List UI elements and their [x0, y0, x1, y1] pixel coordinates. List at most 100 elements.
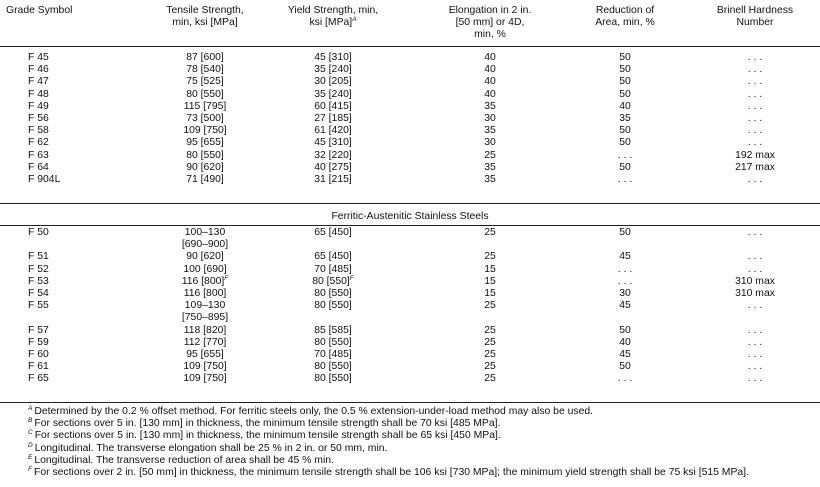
- cell-reduction: 50: [570, 125, 680, 137]
- footnote-mark: F: [224, 274, 229, 282]
- cell-grade-text: F 49: [28, 100, 49, 112]
- cell-elongation-text: 30: [484, 113, 496, 124]
- table-row: F 58 109 [750] 61 [420] 35 50 . . .: [0, 125, 820, 137]
- cell-reduction-text: 45: [619, 300, 631, 312]
- cell-tensile-text: 75 [525]: [186, 76, 224, 88]
- table-row: F 46 78 [540] 35 [240] 40 50 . . .: [0, 64, 820, 76]
- cell-brinell-text: . . .: [747, 349, 763, 360]
- cell-elongation-text: 25: [484, 227, 496, 238]
- table-row: F 904L 71 [490] 31 [215] 35 . . . . . .: [0, 174, 820, 186]
- cell-brinell-text: . . .: [747, 336, 763, 348]
- cell-elongation-text: 25: [484, 149, 496, 161]
- cell-brinell-text: . . .: [747, 113, 763, 124]
- header-grade-symbol: Grade Symbol: [6, 5, 72, 17]
- header-brinell-line1: Brinell Hardness: [716, 5, 794, 16]
- cell-yield-text: 80 [550]: [312, 275, 350, 287]
- cell-tensile-text: 80 [550]: [186, 149, 224, 161]
- cell-elongation: 40: [435, 89, 545, 101]
- cell-reduction: 50: [570, 89, 680, 101]
- cell-tensile: 109–130: [150, 300, 260, 312]
- cell-brinell: . . .: [700, 113, 810, 125]
- cell-tensile: 87 [600]: [150, 52, 260, 64]
- cell-brinell-text: . . .: [747, 263, 763, 275]
- cell-reduction-text: 50: [619, 361, 631, 373]
- cell-grade: F 904L: [28, 174, 60, 186]
- footnote: A Determined by the 0.2 % offset method. …: [28, 405, 593, 418]
- header-elongation: Elongation in 2 in. [50 mm] or 4D, min, …: [430, 5, 550, 42]
- footnote: B For sections over 5 in. [130 mm] in thi…: [28, 417, 500, 430]
- cell-tensile: 109 [750]: [150, 361, 260, 373]
- cell-grade: F 57: [28, 325, 49, 337]
- header-brinell-line2: Number: [736, 17, 774, 29]
- cell-reduction-text: . . .: [617, 174, 633, 185]
- footnote-marker: D: [28, 441, 33, 449]
- cell-tensile: 112 [770]: [150, 337, 260, 349]
- cell-elongation: 25: [435, 349, 545, 361]
- cell-brinell-text: . . .: [747, 76, 763, 88]
- cell-brinell: . . .: [700, 227, 810, 239]
- cell-brinell: 310 max: [700, 288, 810, 300]
- cell-elongation: 40: [435, 64, 545, 76]
- cell-elongation: 35: [435, 125, 545, 137]
- cell-reduction-text: 50: [619, 52, 631, 63]
- cell-tensile: 100–130: [150, 227, 260, 239]
- cell-tensile: 109 [750]: [150, 373, 260, 385]
- cell-reduction: 50: [570, 227, 680, 239]
- cell-yield: 65 [450]: [278, 227, 388, 239]
- header-tensile-line2: min, ksi [MPa]: [172, 17, 238, 29]
- cell-grade-text: F 59: [28, 336, 49, 348]
- cell-tensile: 109 [750]: [150, 125, 260, 137]
- cell-grade-text: F 47: [28, 76, 49, 88]
- section-rule-bottom: [0, 225, 820, 226]
- cell-tensile-text: 112 [770]: [183, 336, 227, 348]
- cell-elongation-text: 40: [484, 76, 496, 88]
- cell-tensile-text: 87 [600]: [186, 52, 224, 63]
- cell-reduction-text: 50: [619, 324, 631, 336]
- cell-brinell: . . .: [700, 361, 810, 373]
- cell-tensile-text: 73 [500]: [186, 113, 224, 124]
- header-rule: [0, 46, 820, 47]
- footnote-marker: B: [28, 417, 33, 425]
- cell-brinell: 192 max: [700, 150, 810, 162]
- cell-tensile-text: [690–900]: [181, 239, 229, 251]
- cell-yield-text: 45 [310]: [314, 137, 352, 149]
- cell-yield: 30 [205]: [278, 76, 388, 88]
- footnote-text: For sections over 5 in. [130 mm] in thic…: [34, 430, 501, 442]
- cell-yield-text: 35 [240]: [314, 64, 352, 76]
- cell-reduction: 50: [570, 361, 680, 373]
- cell-yield-text: 61 [420]: [314, 125, 352, 137]
- cell-brinell-text: . . .: [747, 88, 763, 100]
- cell-elongation: 30: [435, 137, 545, 149]
- table-row: F 63 80 [550] 32 [220] 25 . . . 192 max: [0, 150, 820, 162]
- footnote-text: Longitudinal. The transverse reduction o…: [34, 454, 334, 466]
- cell-tensile-text: 115 [795]: [183, 100, 227, 112]
- cell-elongation-text: 25: [484, 373, 496, 385]
- cell-yield: 80 [550]: [278, 337, 388, 349]
- cell-brinell-text: 217 max: [735, 161, 775, 173]
- cell-elongation-text: 25: [484, 300, 496, 312]
- cell-tensile: [750–895]: [150, 312, 260, 324]
- cell-reduction-text: 40: [619, 336, 631, 348]
- cell-tensile-text: 100 [690]: [183, 263, 227, 275]
- table-row: F 48 80 [550] 35 [240] 40 50 . . .: [0, 89, 820, 101]
- cell-brinell-text: . . .: [747, 52, 763, 63]
- cell-elongation-text: 40: [484, 52, 496, 63]
- cell-reduction: . . .: [570, 174, 680, 186]
- cell-tensile: 80 [550]: [150, 150, 260, 162]
- cell-yield-text: 70 [485]: [314, 263, 352, 275]
- cell-elongation-text: 40: [484, 88, 496, 100]
- cell-grade: F 45: [28, 52, 49, 64]
- cell-reduction-text: 35: [619, 113, 631, 124]
- cell-reduction-text: . . .: [617, 275, 633, 287]
- cell-brinell: . . .: [700, 251, 810, 263]
- cell-brinell-text: . . .: [747, 137, 763, 149]
- cell-elongation-text: 25: [484, 349, 496, 360]
- footnote: D Longitudinal. The transverse elongation…: [28, 441, 387, 455]
- header-tensile-line1: Tensile Strength,: [166, 5, 244, 16]
- cell-tensile: 118 [820]: [150, 325, 260, 337]
- cell-brinell: . . .: [700, 325, 810, 337]
- table-row: F 47 75 [525] 30 [205] 40 50 . . .: [0, 76, 820, 88]
- cell-brinell-text: . . .: [747, 100, 763, 112]
- cell-reduction-text: 40: [619, 100, 631, 112]
- cell-yield: 80 [550]: [278, 300, 388, 312]
